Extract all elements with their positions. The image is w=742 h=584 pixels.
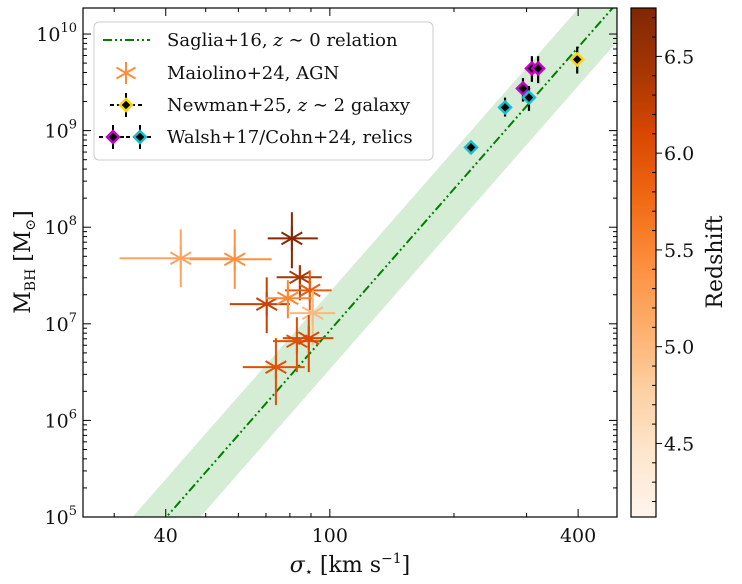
legend-relic-diamond <box>105 129 121 145</box>
y-tick-label: 1010 <box>36 21 77 46</box>
cohn-24-marker <box>463 139 479 156</box>
maiolino-point <box>229 277 290 334</box>
colorbar-tick-label: 5.5 <box>664 240 694 262</box>
x-tick-label: 400 <box>560 525 596 547</box>
legend-box <box>93 21 434 161</box>
cohn-24-marker <box>497 99 513 116</box>
maiolino-point <box>265 280 312 319</box>
walsh-17-marker <box>530 60 546 77</box>
legend-magenta-cyan-diamond-icon <box>99 125 154 149</box>
maiolino-marker <box>276 286 299 311</box>
colorbar-ticks: 4.5 5.0 5.5 6.0 6.5 <box>652 17 694 503</box>
walsh-17-point <box>530 56 546 84</box>
maiolino-marker <box>301 301 324 326</box>
x-tick-label: 40 <box>154 525 178 547</box>
maiolino-marker <box>286 329 308 354</box>
colorbar-label: Redshift <box>703 215 728 308</box>
newman-25-point <box>569 46 585 74</box>
y-tick-label: 106 <box>45 407 77 432</box>
y-axis-label: MBH [M⊙] <box>11 210 39 313</box>
y-axis-ticks: 105 106 107 108 109 1010 <box>36 21 617 529</box>
maiolino-point <box>189 229 272 289</box>
legend-asterisk-icon <box>115 62 137 84</box>
cohn-24-point <box>497 97 513 117</box>
legend-relic-diamond <box>132 129 148 145</box>
maiolino-marker <box>255 292 278 317</box>
relation-band-layer <box>132 8 617 517</box>
legend-newman-diamond <box>118 97 134 113</box>
cohn-24-point <box>463 139 479 156</box>
legend-label-saglia: Saglia+16, z ∼ 0 relation <box>167 30 398 51</box>
x-axis-label: σ⋆ [km s−1] <box>290 551 410 580</box>
legend-label-maiolino: Maiolino+24, AGN <box>167 63 339 84</box>
maiolino-marker <box>265 355 287 380</box>
maiolino-marker <box>169 246 192 271</box>
legend: Saglia+16, z ∼ 0 relation Maiolino+24, A… <box>93 21 434 161</box>
x-tick-label: 100 <box>312 525 348 547</box>
x-axis-ticks: 40 100 400 <box>113 8 596 547</box>
colorbar-gradient <box>630 7 657 518</box>
maiolino-point <box>282 315 334 373</box>
cohn-24-point <box>521 85 537 111</box>
y-tick-label: 105 <box>45 504 77 529</box>
legend-item-maiolino: Maiolino+24, AGN <box>115 62 339 84</box>
newman-25-marker <box>569 51 585 68</box>
y-tick-label: 108 <box>45 214 77 239</box>
legend-item-newman: Newman+25, z ∼ 2 galaxy <box>110 93 411 117</box>
walsh-17-marker <box>515 80 531 97</box>
colorbar: 4.5 5.0 5.5 6.0 6.5 Redshift <box>630 7 728 518</box>
relation-line <box>165 8 614 517</box>
legend-label-newman: Newman+25, z ∼ 2 galaxy <box>167 95 411 116</box>
y-tick-label: 107 <box>45 311 77 336</box>
colorbar-tick-label: 5.0 <box>664 337 694 359</box>
maiolino-point <box>276 265 322 301</box>
y-tick-label: 109 <box>45 118 77 143</box>
colorbar-tick-label: 4.5 <box>664 433 694 455</box>
colorbar-tick-label: 6.0 <box>664 143 694 165</box>
legend-asterisk-marker <box>115 62 137 84</box>
legend-label-relics: Walsh+17/Cohn+24, relics <box>167 127 413 148</box>
legend-item-relics: Walsh+17/Cohn+24, relics <box>99 125 413 149</box>
legend-yellow-diamond-icon <box>110 93 142 117</box>
plot-area <box>119 8 617 517</box>
maiolino-marker <box>297 326 320 351</box>
maiolino-marker <box>223 247 246 272</box>
relation-scatter-band <box>132 8 617 517</box>
plot-frame <box>82 7 618 518</box>
maiolino-point <box>242 338 305 406</box>
cohn-24-marker <box>521 89 537 106</box>
relation-line-layer <box>165 8 614 517</box>
maiolino-point <box>267 212 318 269</box>
maiolino-marker <box>280 226 303 251</box>
relic-points-layer <box>463 46 585 156</box>
colorbar-tick-label: 6.5 <box>664 46 694 68</box>
maiolino-points-layer <box>119 212 336 406</box>
legend-item-saglia: Saglia+16, z ∼ 0 relation <box>103 30 398 51</box>
